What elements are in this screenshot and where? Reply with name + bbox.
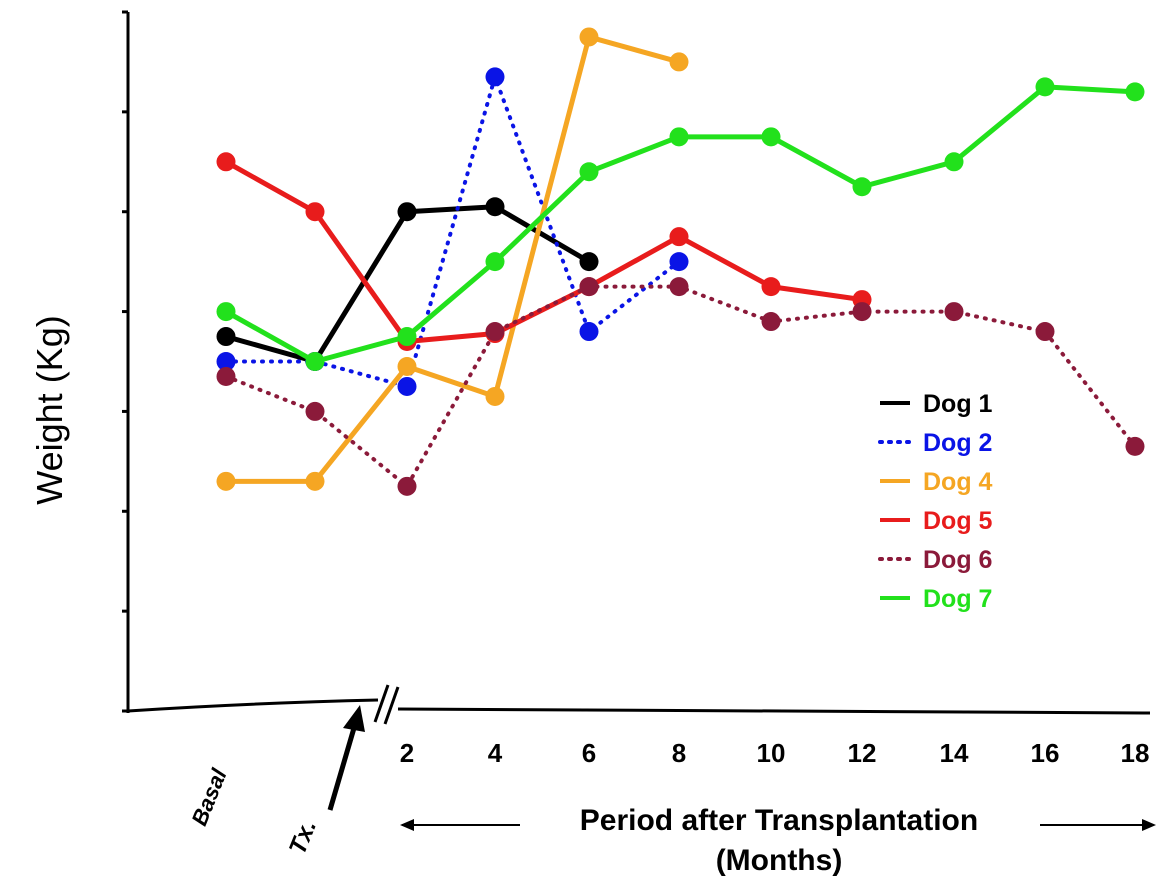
legend: Dog 1 Dog 2 Dog 4 Dog 5 Dog 6 Dog 7: [878, 390, 993, 613]
data-point: [944, 152, 964, 172]
series-layer: [216, 27, 1145, 496]
legend-label: Dog 4: [923, 468, 993, 496]
data-point: [852, 302, 872, 322]
data-point: [397, 356, 417, 376]
data-point: [1035, 77, 1055, 97]
axes: Basal Tx. 2 4 6 8 10 12 14 16 18: [122, 10, 1156, 858]
data-point: [305, 471, 325, 491]
x-tick-label: 2: [400, 738, 414, 768]
data-point: [669, 127, 689, 147]
data-point: [305, 352, 325, 371]
data-point: [579, 252, 599, 272]
data-point: [216, 302, 236, 322]
data-point: [944, 302, 964, 322]
data-point: [216, 327, 236, 347]
x-tick-label: 18: [1121, 738, 1150, 768]
series-line: [226, 34, 680, 484]
legend-label: Dog 2: [923, 429, 992, 457]
x-tick-label: 6: [582, 738, 596, 768]
data-point: [669, 227, 689, 247]
x-axis-line: [397, 707, 1151, 715]
y-axis-title: Weight (Kg): [29, 315, 70, 504]
axis-break-mark: [373, 684, 390, 723]
data-point: [485, 197, 505, 217]
data-point: [305, 202, 325, 222]
data-point: [397, 376, 417, 396]
data-point: [669, 252, 689, 272]
data-point: [579, 27, 599, 47]
data-point: [485, 322, 505, 342]
x-title-arrow-right-head: [1142, 819, 1156, 831]
x-tick-label: 10: [757, 738, 786, 768]
series-dog-4: [216, 27, 689, 491]
legend-label: Dog 6: [923, 546, 992, 574]
x-tick-label: 4: [488, 738, 503, 768]
data-point: [485, 67, 505, 87]
data-point: [669, 52, 689, 72]
data-point: [579, 322, 599, 342]
x-tick-label: 8: [672, 738, 686, 768]
data-point: [579, 162, 599, 182]
series-dog-6: [216, 277, 1145, 496]
data-point: [1125, 436, 1145, 456]
legend-label: Dog 5: [923, 507, 993, 535]
x-axis-title-line1: Period after Transplantation: [580, 804, 978, 837]
data-point: [216, 152, 236, 172]
x-title-arrow-left-head: [400, 819, 414, 831]
series-line: [224, 159, 863, 345]
data-point: [761, 312, 781, 332]
x-tick-label: 12: [848, 738, 877, 768]
data-point: [852, 177, 872, 197]
data-point: [397, 327, 417, 347]
x-tick-label: 14: [940, 738, 969, 768]
legend-label: Dog 1: [923, 390, 993, 418]
data-point: [216, 366, 236, 386]
legend-label: Dog 7: [923, 585, 992, 613]
data-point: [397, 476, 417, 496]
data-point: [216, 471, 236, 491]
x-axis-title-line2: (Months): [716, 844, 843, 877]
labels: Weight (Kg) Period after Transplantation…: [29, 315, 978, 877]
tx-arrow-shaft: [327, 727, 357, 811]
data-point: [761, 277, 781, 297]
series-line: [224, 74, 681, 389]
x-tick-label: Basal: [186, 764, 232, 829]
data-point: [485, 252, 505, 272]
series-dog-7: [216, 77, 1145, 371]
data-point: [1125, 82, 1145, 102]
x-tick-label: Tx.: [284, 816, 322, 858]
data-point: [397, 202, 417, 222]
series-line: [224, 284, 1137, 489]
data-point: [305, 401, 325, 421]
data-point: [669, 277, 689, 297]
tx-arrow-head: [343, 705, 365, 732]
data-point: [216, 352, 236, 371]
data-point: [761, 127, 781, 147]
data-point: [579, 277, 599, 297]
x-tick-label: 16: [1031, 738, 1060, 768]
data-point: [485, 386, 505, 406]
axis-break-mark: [383, 686, 400, 725]
x-axis-line-pre: [127, 698, 379, 713]
data-point: [1035, 322, 1055, 342]
